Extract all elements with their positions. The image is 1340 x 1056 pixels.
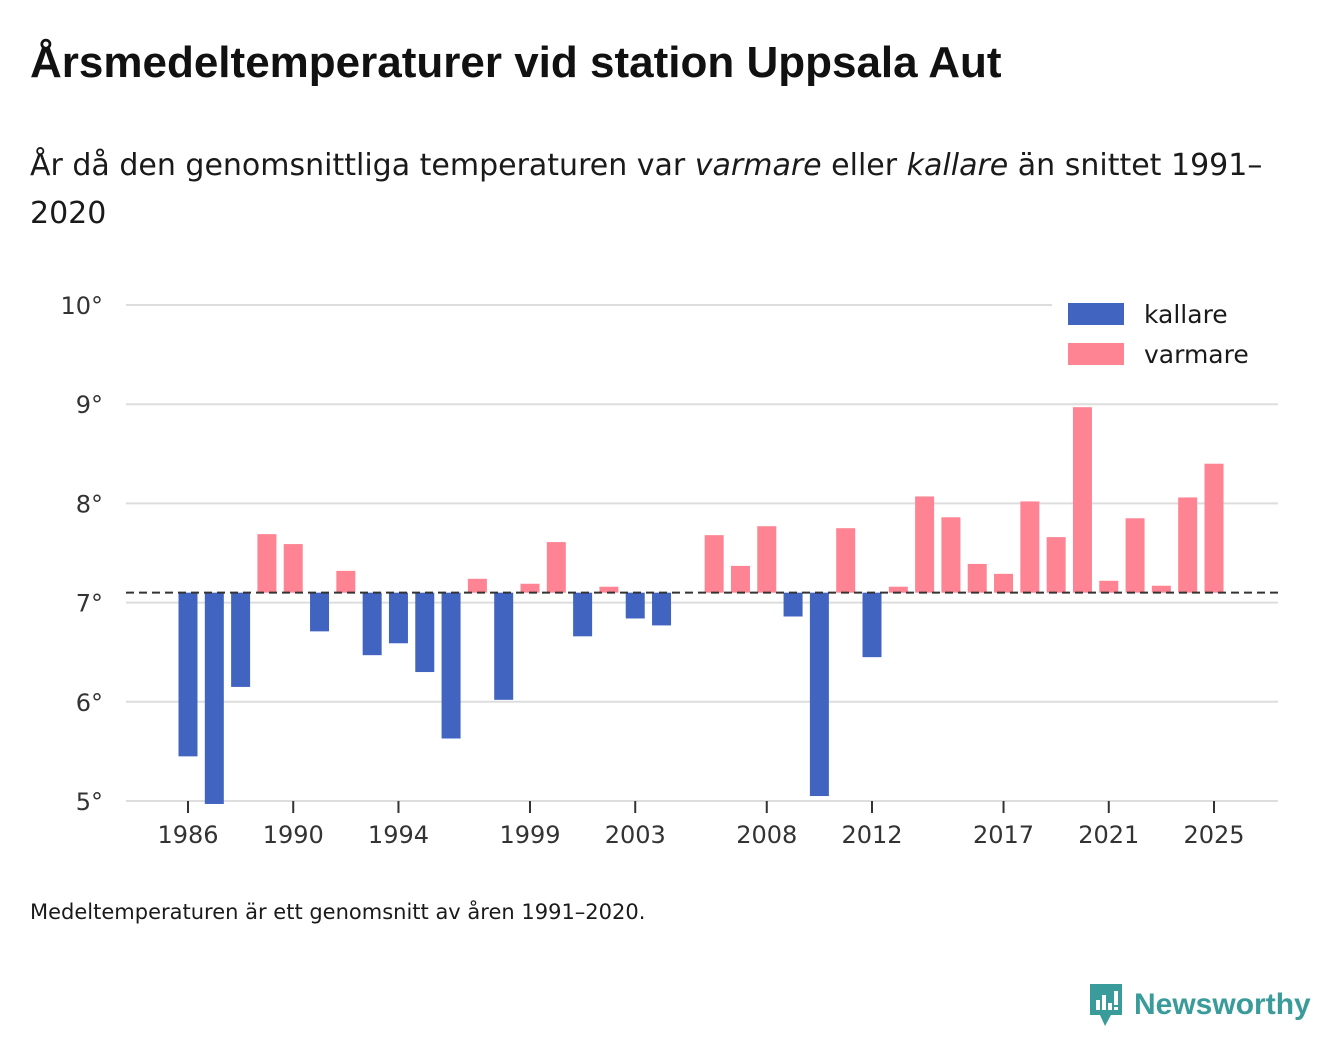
x-tick-label: 2021 [1078,821,1139,849]
newsworthy-logo-icon [1090,984,1122,1026]
bar-2011 [836,528,856,593]
bar-2017 [994,573,1014,593]
x-tick-label: 1986 [157,821,218,849]
bar-2014 [915,496,935,593]
bar-2018 [1020,501,1040,593]
legend-label-kallare: kallare [1144,300,1228,329]
bar-1990 [283,544,303,593]
footnote: Medeltemperaturen är ett genomsnitt av å… [30,900,646,924]
chart-subtitle: År då den genomsnittliga temperaturen va… [30,142,1300,238]
x-tick-label: 2003 [605,821,666,849]
y-tick-label: 10° [60,292,103,320]
bar-2007 [730,565,750,593]
chart-title: Årsmedeltemperaturer vid station Uppsala… [30,38,1002,87]
bar-1991 [310,592,330,632]
bar-2008 [757,526,777,593]
bar-2006 [704,535,724,593]
x-tick-label: 1990 [263,821,324,849]
bar-2010 [809,592,829,797]
bar-1989 [257,534,277,593]
brand-name: Newsworthy [1134,988,1311,1021]
bar-1999 [520,583,540,593]
temperature-bar-chart: 5° 6° 7° 8° 9° 10° 1986 1990 1994 1999 2003 2008 20… [60,292,1278,849]
bar-1993 [362,592,382,656]
bar-1988 [231,592,251,687]
bar-2016 [967,563,987,593]
y-tick-label: 6° [76,689,103,717]
bar-1997 [467,578,487,593]
bar-2003 [625,592,645,619]
bar-2000 [546,542,566,593]
x-tick-label: 2025 [1183,821,1244,849]
bar-2021 [1099,580,1119,593]
y-tick-label: 8° [76,490,103,518]
bar-2020 [1072,407,1092,593]
subtitle-text-3: än snittet 1991–2020 [30,148,1263,231]
legend-label-varmare: varmare [1144,340,1249,369]
subtitle-text-2: eller [821,148,907,183]
x-axis-ticks: 1986 1990 1994 1999 2003 2008 2012 2017 2021 2025 [157,801,1245,849]
y-tick-label: 7° [76,590,103,618]
subtitle-warm-word: varmare [694,148,822,183]
bar-2022 [1125,518,1145,593]
newsworthy-logo[interactable]: Newsworthy [1088,982,1311,1028]
x-tick-label: 2017 [973,821,1034,849]
legend-swatch-kallare [1068,303,1124,325]
bar-1996 [441,592,461,739]
subtitle-cold-word: kallare [906,148,1009,183]
bar-2004 [652,592,672,626]
bar-2012 [862,592,882,658]
bars [178,407,1224,804]
bar-2024 [1178,497,1198,593]
bar-1987 [204,592,224,804]
x-tick-label: 2008 [736,821,797,849]
subtitle-text-1: År då den genomsnittliga temperaturen va… [30,148,695,183]
x-tick-label: 2012 [841,821,902,849]
bar-2002 [599,586,619,593]
y-tick-label: 5° [76,788,103,816]
y-axis-ticks: 5° 6° 7° 8° 9° 10° [60,292,103,816]
bar-2009 [783,592,803,617]
bar-2013 [888,586,908,593]
bar-2015 [941,517,961,593]
bar-1986 [178,592,198,757]
bar-1998 [494,592,514,700]
y-tick-label: 9° [76,391,103,419]
legend: kallare varmare [1052,292,1278,380]
x-tick-label: 1999 [499,821,560,849]
bar-2001 [573,592,593,637]
bar-2019 [1046,537,1066,593]
bar-1995 [415,592,435,673]
legend-swatch-varmare [1068,343,1124,365]
bar-1994 [388,592,408,644]
x-tick-label: 1994 [368,821,429,849]
bar-2025 [1204,463,1224,593]
bar-2023 [1151,585,1171,593]
bar-1992 [336,570,356,593]
